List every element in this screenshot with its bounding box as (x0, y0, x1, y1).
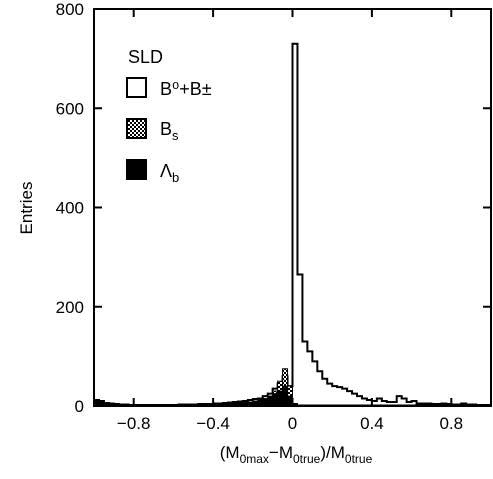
x-axis-title-sub2: 0true (293, 452, 321, 466)
x-axis-title-part3: )/M (320, 443, 345, 462)
x-tick-label: 0.4 (360, 414, 384, 433)
y-tick-label: 0 (75, 397, 84, 416)
ticks-layer: −0.8 −0.4 0 0.4 0.8 0 200 400 600 800 (56, 0, 491, 433)
y-axis-title: Entries (17, 182, 36, 235)
histogram-bar (272, 393, 279, 407)
y-tick-label: 400 (56, 199, 84, 218)
legend-swatch-b0-bpm (126, 77, 147, 98)
legend-swatch-lambda-b (126, 159, 147, 180)
legend-label-b0-bpm: B⁰+B± (160, 79, 212, 99)
legend-label-bs: Bs (160, 119, 179, 143)
series-outline (93, 42, 492, 407)
histogram-bar (332, 386, 337, 406)
series-0 (93, 42, 492, 407)
histogram-bar (262, 398, 269, 407)
x-axis-title-sub3: 0true (345, 452, 373, 466)
y-tick-label: 600 (56, 99, 84, 118)
y-tick-label: 800 (56, 0, 84, 19)
x-tick-label: −0.8 (117, 414, 151, 433)
y-tick-label: 200 (56, 298, 84, 317)
x-axis-title-part2: −M (269, 443, 293, 462)
histogram-bar (267, 395, 274, 407)
legend-label-lambda-b-sub: b (172, 170, 179, 185)
legend: SLD B⁰+B± Bs Λb (126, 47, 212, 185)
x-axis-title-part1: (M (220, 443, 240, 462)
legend-header: SLD (128, 47, 163, 67)
x-tick-label: 0 (288, 414, 297, 433)
histogram-bar (282, 385, 289, 407)
histogram-bar (277, 390, 284, 407)
x-tick-label: 0.8 (439, 414, 463, 433)
x-axis-title: (M0max−M0true)/M0true (220, 443, 373, 466)
legend-label-bs-base: B (160, 119, 172, 139)
legend-label-bs-sub: s (172, 128, 179, 143)
histogram-bar (337, 387, 342, 406)
legend-swatch-bs (126, 118, 147, 139)
x-tick-label: −0.4 (196, 414, 230, 433)
x-axis-title-sub1: 0max (240, 452, 269, 466)
legend-label-lambda-b-base: Λ (160, 161, 172, 181)
legend-label-lambda-b: Λb (160, 161, 179, 185)
series-layer (93, 42, 492, 407)
